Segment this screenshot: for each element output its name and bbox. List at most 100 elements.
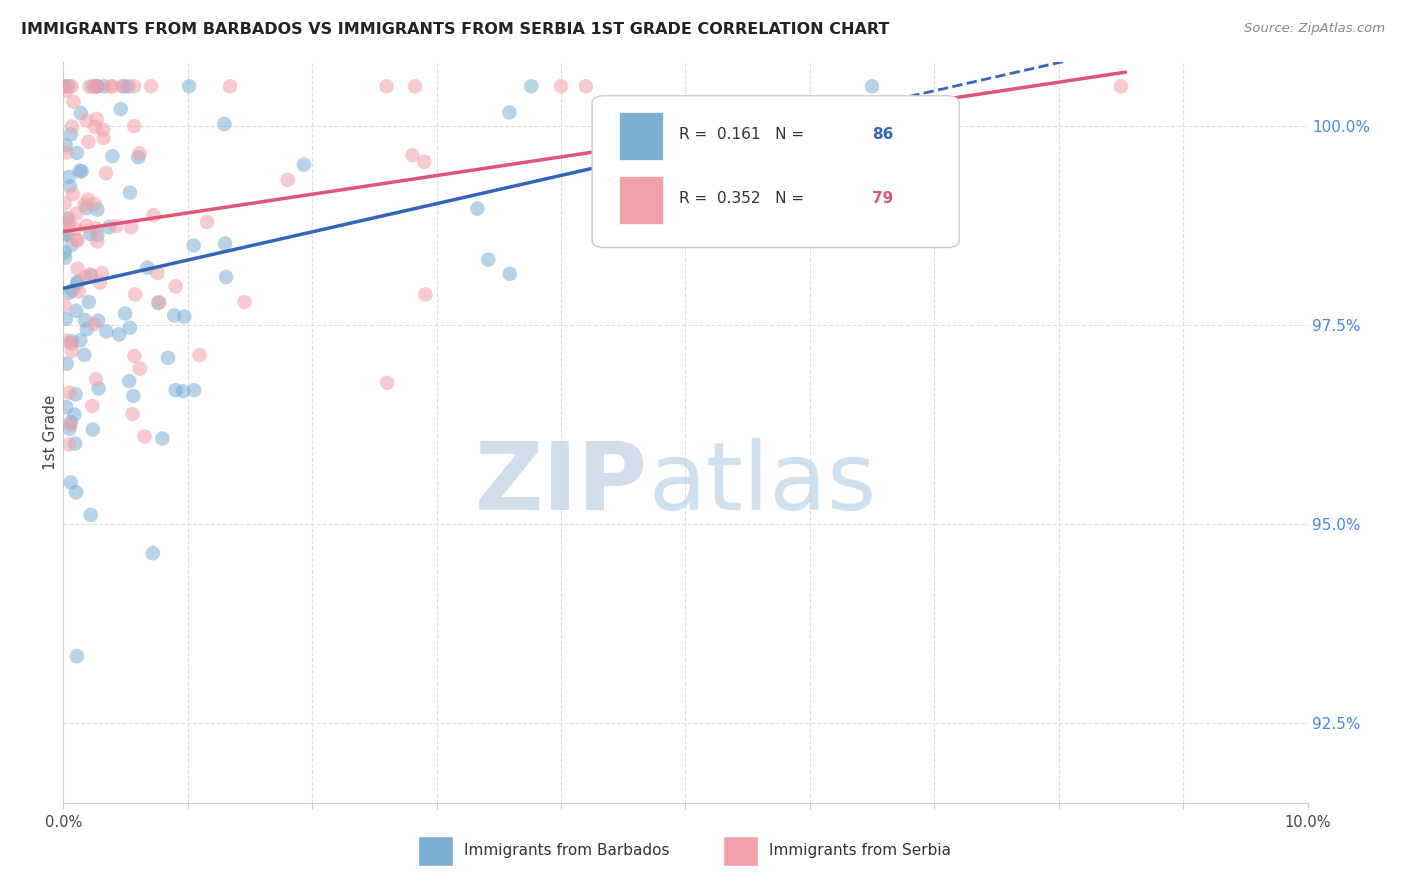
Point [84,79,107,94]
Point [183,238,205,252]
Point [292,158,315,172]
Point [122,79,145,94]
Point [120,220,142,235]
Point [59,128,82,142]
Point [86,79,108,94]
Point [82,79,104,94]
Point [58,218,80,232]
Text: atlas: atlas [648,439,876,531]
Point [1109,79,1132,94]
Point [77,193,100,207]
Point [110,102,132,116]
Point [73,270,96,285]
Point [148,296,170,310]
Point [93,79,115,94]
Point [165,383,187,397]
Y-axis label: 1st Grade: 1st Grade [42,395,58,470]
Point [83,196,105,211]
Point [195,215,218,229]
Point [172,384,194,399]
Point [60,336,83,351]
Text: Immigrants from Serbia: Immigrants from Serbia [769,844,950,858]
Point [55,357,77,371]
Point [118,320,141,334]
Point [83,317,105,331]
Point [58,79,80,94]
Text: Source: ZipAtlas.com: Source: ZipAtlas.com [1244,22,1385,36]
Point [53,245,76,260]
Point [86,235,108,249]
Point [401,148,423,162]
Point [70,164,93,178]
Point [860,79,883,94]
Point [214,117,236,131]
Point [86,228,108,243]
Point [82,423,104,437]
Point [79,268,101,282]
Point [214,236,236,251]
Text: Immigrants from Barbados: Immigrants from Barbados [464,844,669,858]
Point [66,145,89,160]
Point [404,79,426,94]
Point [59,422,82,436]
Point [127,150,149,164]
Point [55,312,77,326]
Point [75,201,97,215]
Point [53,251,76,265]
Point [415,287,437,301]
Point [129,361,152,376]
Point [59,179,82,194]
Point [60,283,83,297]
Text: ZIP: ZIP [475,439,648,531]
FancyBboxPatch shape [592,95,959,247]
Point [219,79,242,94]
Point [80,268,103,283]
Point [98,79,121,94]
Point [63,408,86,422]
Point [73,348,96,362]
Point [142,208,165,222]
Point [142,546,165,560]
Point [59,415,82,429]
Point [94,166,117,180]
Point [65,207,87,221]
Point [98,220,121,235]
Point [79,508,101,522]
Point [375,79,398,94]
Point [215,270,238,285]
Point [69,334,91,348]
Point [55,334,77,348]
Point [77,295,100,310]
Point [121,407,143,421]
Point [58,385,80,400]
Point [60,343,83,358]
Point [84,221,107,235]
Point [165,279,187,293]
Point [60,334,83,349]
Point [136,260,159,275]
Point [55,400,77,414]
Point [60,79,83,94]
Point [128,146,150,161]
Point [56,227,79,241]
Point [122,389,145,403]
Point [65,303,87,318]
Bar [620,112,664,160]
Point [173,310,195,324]
Point [55,145,77,160]
Point [101,149,124,163]
Point [59,285,82,300]
Point [188,348,211,362]
Point [53,79,76,94]
Point [150,432,173,446]
Point [101,79,124,94]
Point [55,212,77,227]
Point [91,122,114,136]
Point [520,79,543,94]
Point [55,138,77,153]
Point [375,376,398,390]
Bar [620,177,664,225]
Point [76,322,98,336]
Point [76,113,98,128]
Point [163,309,186,323]
